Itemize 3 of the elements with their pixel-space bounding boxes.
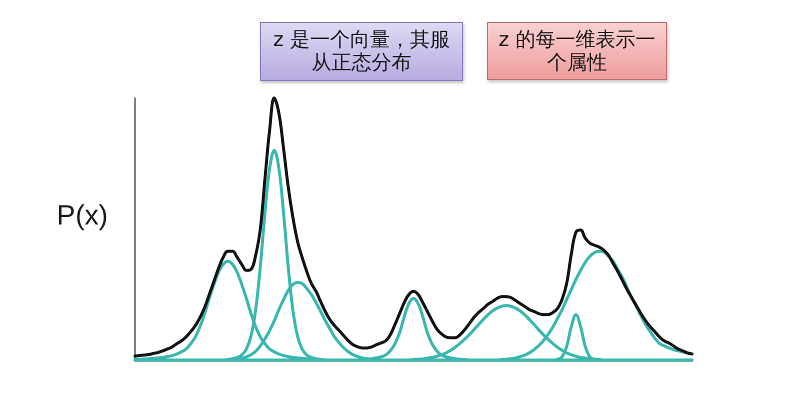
- text: z 是一个向量，其服从正态分布: [272, 27, 451, 74]
- text: z 的每一维表示一个属性: [498, 27, 656, 74]
- y-axis-title: P(x): [56, 200, 108, 230]
